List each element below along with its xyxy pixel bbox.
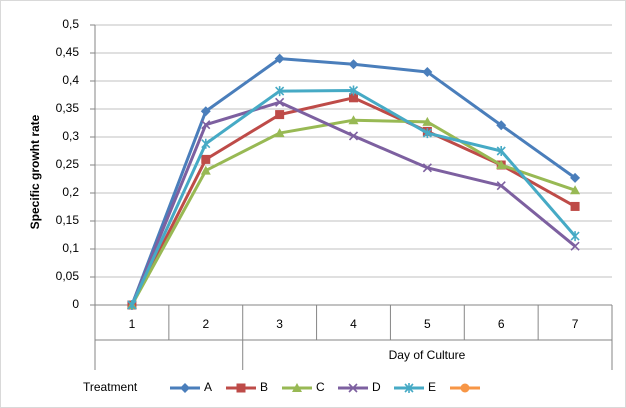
data-point: [348, 131, 359, 141]
legend-marker: [292, 383, 302, 392]
y-tick-label: 0,25: [56, 157, 80, 171]
x-axis-title: Day of Culture: [389, 348, 466, 362]
legend-marker: [348, 383, 358, 393]
y-tick-label: 0,5: [62, 17, 79, 31]
data-point: [496, 146, 506, 156]
legend-label: D: [372, 380, 381, 394]
data-point: [570, 241, 580, 251]
x-tick-label: 3: [276, 317, 283, 331]
data-point: [200, 165, 211, 175]
data-point: [275, 110, 285, 120]
x-tick-label: 7: [572, 317, 579, 331]
legend-marker: [460, 383, 470, 393]
legend-label: C: [316, 380, 325, 394]
data-point: [201, 138, 211, 149]
x-tick-label: 2: [202, 317, 209, 331]
legend-label: B: [260, 380, 268, 394]
data-point: [274, 53, 285, 64]
data-point: [496, 181, 506, 191]
data-point: [422, 163, 432, 173]
data-point: [496, 120, 507, 131]
x-tick-label: 4: [350, 317, 357, 331]
y-tick-label: 0,35: [56, 101, 80, 115]
data-point: [496, 160, 507, 169]
data-point: [348, 59, 359, 70]
data-point: [422, 67, 433, 78]
x-tick-label: 6: [498, 317, 505, 331]
y-tick-label: 0,05: [56, 269, 80, 283]
y-tick-label: 0: [72, 297, 79, 311]
y-axis-title: Specific growht rate: [28, 114, 42, 229]
data-point: [274, 128, 285, 138]
y-tick-label: 0,4: [62, 73, 79, 87]
y-tick-label: 0,1: [62, 241, 79, 255]
data-point: [570, 231, 580, 242]
data-point: [570, 201, 580, 211]
legend-label: A: [204, 380, 212, 394]
legend-marker: [236, 383, 246, 393]
legend-title: Treatment: [83, 380, 138, 394]
data-point: [200, 106, 211, 117]
data-point: [422, 116, 433, 126]
data-point: [127, 300, 137, 310]
y-tick-label: 0,45: [56, 45, 80, 59]
x-tick-label: 1: [129, 317, 136, 331]
data-point: [349, 93, 358, 103]
data-point: [570, 172, 581, 183]
y-tick-label: 0,3: [62, 129, 79, 143]
y-tick-label: 0,2: [62, 185, 79, 199]
data-point: [348, 85, 359, 96]
legend-marker: [404, 383, 414, 393]
legend-label: E: [428, 380, 436, 394]
y-tick-label: 0,15: [56, 213, 80, 227]
data-point: [570, 185, 581, 195]
data-point: [422, 128, 432, 139]
x-tick-label: 5: [424, 317, 431, 331]
legend-marker: [180, 383, 190, 393]
data-point: [201, 154, 211, 164]
data-point: [275, 97, 285, 107]
data-point: [201, 120, 211, 130]
data-point: [348, 115, 359, 125]
data-point: [275, 86, 285, 97]
